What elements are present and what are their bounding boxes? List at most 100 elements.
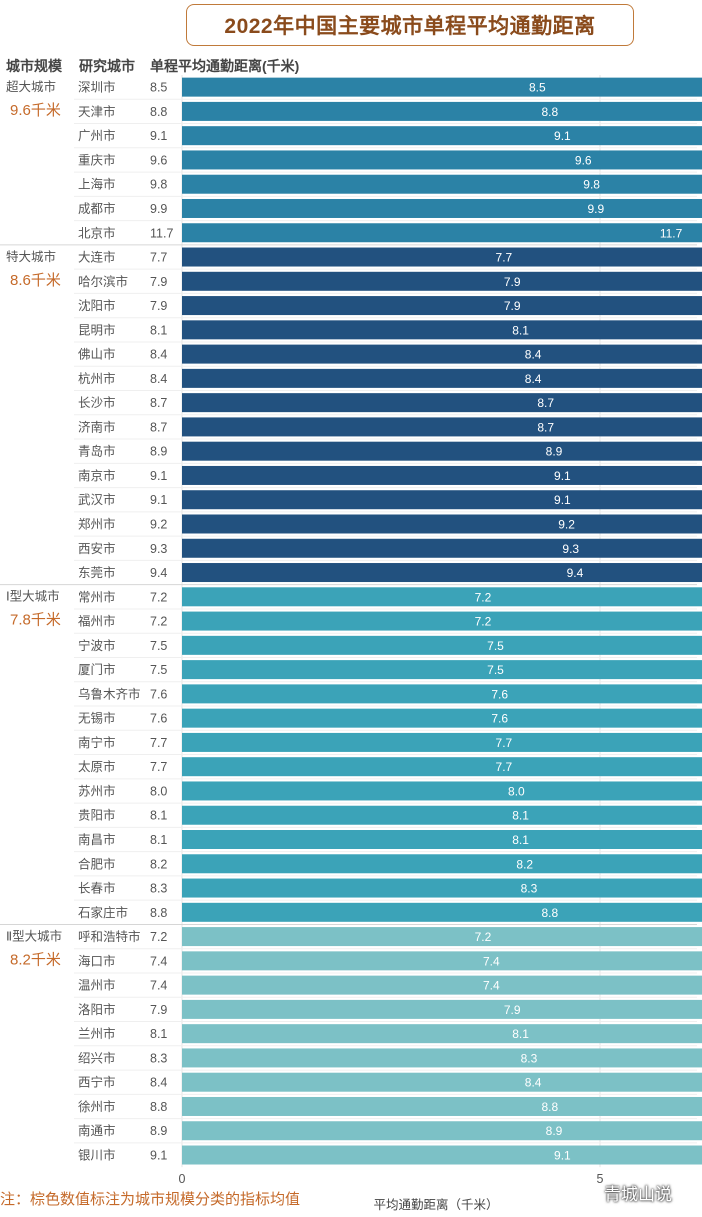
city-label: 无锡市 bbox=[78, 711, 116, 726]
value-label: 9.6 bbox=[150, 153, 167, 167]
bar bbox=[182, 708, 702, 728]
bar-data-label: 7.5 bbox=[487, 663, 504, 677]
bar bbox=[182, 296, 702, 316]
bar bbox=[182, 441, 702, 461]
bar bbox=[182, 174, 702, 194]
value-label: 9.1 bbox=[150, 493, 167, 507]
bar bbox=[182, 611, 702, 631]
city-label: 温州市 bbox=[78, 978, 116, 993]
city-label: 上海市 bbox=[78, 177, 116, 192]
value-label: 7.7 bbox=[150, 760, 167, 774]
value-label: 8.8 bbox=[150, 1100, 167, 1114]
bar bbox=[182, 732, 702, 752]
tier-label: 特大城市 bbox=[6, 249, 56, 264]
city-label: 银川市 bbox=[78, 1148, 116, 1163]
city-label: 武汉市 bbox=[78, 492, 116, 507]
city-label: 沈阳市 bbox=[78, 298, 116, 313]
bar bbox=[182, 198, 702, 218]
bar-data-label: 9.2 bbox=[558, 517, 575, 531]
bar-data-label: 9.1 bbox=[554, 469, 571, 483]
value-label: 8.2 bbox=[150, 857, 167, 871]
footnote: 注：棕色数值标注为城市规模分类的指标均值 bbox=[0, 1191, 301, 1208]
value-label: 9.1 bbox=[150, 129, 167, 143]
city-label: 贵阳市 bbox=[78, 808, 116, 823]
city-label: 长沙市 bbox=[78, 395, 116, 410]
bar bbox=[182, 1048, 702, 1068]
value-label: 9.3 bbox=[150, 542, 167, 556]
city-label: 洛阳市 bbox=[78, 1002, 116, 1017]
city-label: 海口市 bbox=[78, 953, 116, 968]
value-label: 7.9 bbox=[150, 1003, 167, 1017]
city-label: 东莞市 bbox=[78, 565, 116, 580]
bar-data-label: 9.1 bbox=[554, 493, 571, 507]
bar bbox=[182, 223, 702, 243]
bar-data-label: 9.8 bbox=[583, 178, 600, 192]
value-label: 8.3 bbox=[150, 882, 167, 896]
value-label: 9.8 bbox=[150, 178, 167, 192]
bar bbox=[182, 975, 702, 995]
city-label: 南昌市 bbox=[78, 832, 116, 847]
value-label: 8.7 bbox=[150, 396, 167, 410]
city-label: 宁波市 bbox=[78, 638, 116, 653]
city-label: 佛山市 bbox=[78, 347, 116, 362]
bar bbox=[182, 563, 702, 583]
bar-data-label: 11.7 bbox=[660, 226, 683, 240]
value-label: 7.6 bbox=[150, 712, 167, 726]
bar-data-label: 8.1 bbox=[512, 833, 529, 847]
value-label: 8.4 bbox=[150, 372, 167, 386]
bar-data-label: 7.9 bbox=[504, 1003, 521, 1017]
value-label: 8.3 bbox=[150, 1051, 167, 1065]
tier-mean-label: 9.6千米 bbox=[10, 102, 61, 119]
chart-title: 2022年中国主要城市单程平均通勤距离 bbox=[224, 15, 596, 38]
city-label: 石家庄市 bbox=[78, 905, 128, 920]
value-label: 8.1 bbox=[150, 323, 167, 337]
bar bbox=[182, 878, 702, 898]
value-label: 7.2 bbox=[150, 615, 167, 629]
bar-data-label: 8.1 bbox=[512, 323, 529, 337]
bar-data-label: 8.7 bbox=[537, 420, 554, 434]
value-label: 9.9 bbox=[150, 202, 167, 216]
value-label: 7.9 bbox=[150, 275, 167, 289]
bar-data-label: 7.2 bbox=[475, 930, 492, 944]
tier-label: Ⅰ型大城市 bbox=[6, 589, 60, 604]
bar-data-label: 8.4 bbox=[525, 1076, 542, 1090]
city-label: 西安市 bbox=[78, 541, 116, 556]
city-label: 南京市 bbox=[78, 468, 116, 483]
value-label: 8.8 bbox=[150, 105, 167, 119]
value-label: 9.1 bbox=[150, 1149, 167, 1163]
value-label: 8.4 bbox=[150, 1076, 167, 1090]
bar bbox=[182, 320, 702, 340]
value-label: 8.4 bbox=[150, 348, 167, 362]
city-label: 徐州市 bbox=[78, 1099, 116, 1114]
bar-data-label: 7.5 bbox=[487, 639, 504, 653]
bar bbox=[182, 635, 702, 655]
city-label: 北京市 bbox=[78, 225, 116, 240]
city-label: 西宁市 bbox=[78, 1075, 116, 1090]
bar-data-label: 7.4 bbox=[483, 954, 500, 968]
bar bbox=[182, 150, 702, 170]
city-label: 苏州市 bbox=[78, 783, 116, 798]
value-label: 8.9 bbox=[150, 1124, 167, 1138]
city-label: 福州市 bbox=[78, 614, 116, 629]
bar bbox=[182, 417, 702, 437]
value-label: 7.7 bbox=[150, 251, 167, 265]
city-label: 长春市 bbox=[78, 881, 116, 896]
bar-data-label: 8.3 bbox=[521, 1051, 538, 1065]
bar bbox=[182, 1145, 702, 1165]
bar-data-label: 8.2 bbox=[516, 857, 533, 871]
value-label: 7.4 bbox=[150, 954, 167, 968]
bar bbox=[182, 393, 702, 413]
city-label: 广州市 bbox=[78, 128, 116, 143]
header-city: 研究城市 bbox=[79, 58, 135, 74]
value-label: 9.4 bbox=[150, 566, 167, 580]
city-label: 厦门市 bbox=[78, 662, 116, 677]
bar bbox=[182, 805, 702, 825]
bar bbox=[182, 247, 702, 267]
bar-data-label: 8.1 bbox=[512, 1027, 529, 1041]
bar bbox=[182, 1121, 702, 1141]
city-label: 成都市 bbox=[78, 201, 116, 216]
bar bbox=[182, 101, 702, 121]
value-label: 7.5 bbox=[150, 663, 167, 677]
header-commute-distance: 单程平均通勤距离(千米) bbox=[150, 58, 300, 74]
